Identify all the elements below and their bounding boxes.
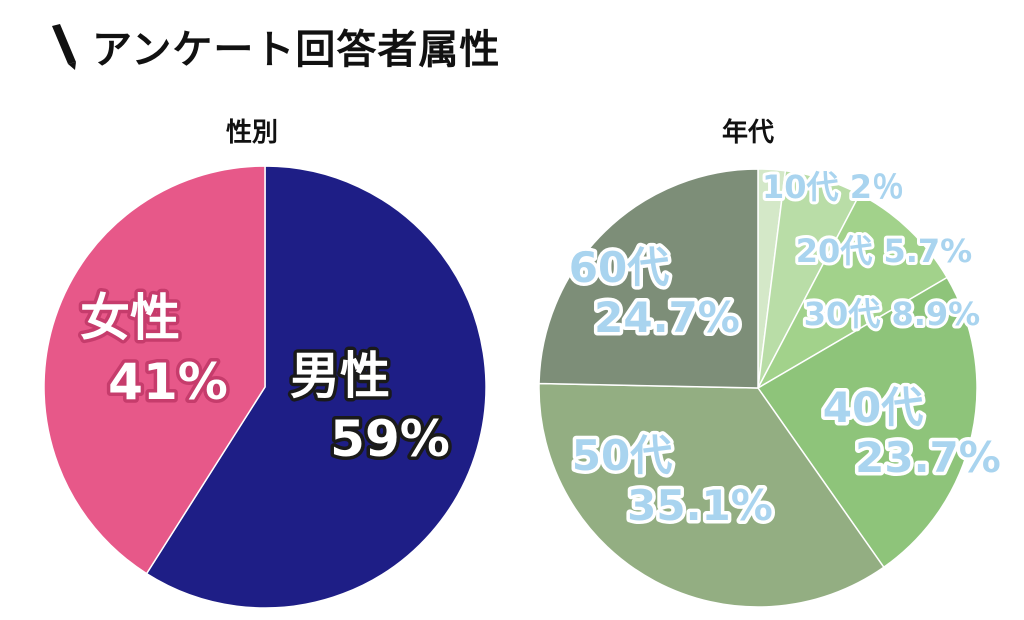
gender-chart-title: 性別 [226, 118, 279, 148]
age-label-3-category: 40代 [823, 383, 923, 432]
gender-label-female: 女性 41% [80, 289, 228, 411]
age-label-5-category: 60代 [569, 243, 669, 292]
age-label-4-category: 50代 [572, 431, 672, 480]
age-pie-chart: 10代 2％ 20代 5.7% 30代 8.9% 40代 23.7% 50代 35.1% 60… [538, 165, 1004, 608]
page-title: アンケート回答者属性 [92, 27, 501, 73]
gender-label-male-category: 男性 [290, 347, 390, 405]
age-label-0-text: 10代 2％ [762, 168, 904, 206]
age-label-5: 60代 24.7% [569, 243, 740, 342]
gender-pie-chart: 男性 59% 女性 41% [43, 165, 487, 609]
age-label-1-text: 20代 5.7% [796, 232, 972, 270]
age-label-3: 40代 23.7% [823, 383, 1001, 482]
age-slice-60代 [538, 168, 759, 389]
age-slice-30代 [756, 193, 949, 390]
gender-label-female-value: 41% [108, 353, 228, 411]
age-slice-50代 [538, 382, 885, 608]
gender-label-female-category: 女性 [80, 289, 180, 347]
age-slice-40代 [756, 276, 978, 569]
gender-label-male-value: 59% [330, 410, 450, 468]
page-header: アンケート回答者属性 [46, 18, 500, 74]
age-label-0: 10代 2％ [762, 168, 904, 206]
age-chart-title: 年代 [722, 118, 775, 148]
age-label-5-value: 24.7% [594, 293, 740, 342]
age-label-1: 20代 5.7% [796, 232, 972, 270]
age-label-4: 50代 35.1% [572, 431, 773, 530]
age-label-2: 30代 8.9% [804, 295, 980, 333]
age-label-2-text: 30代 8.9% [804, 295, 980, 333]
age-label-4-value: 35.1% [627, 481, 773, 530]
age-label-3-value: 23.7% [855, 433, 1001, 482]
gender-slice-female [43, 165, 266, 575]
pen-icon [52, 24, 76, 70]
gender-slice-male [145, 165, 487, 609]
gender-label-male: 男性 59% [290, 347, 450, 468]
